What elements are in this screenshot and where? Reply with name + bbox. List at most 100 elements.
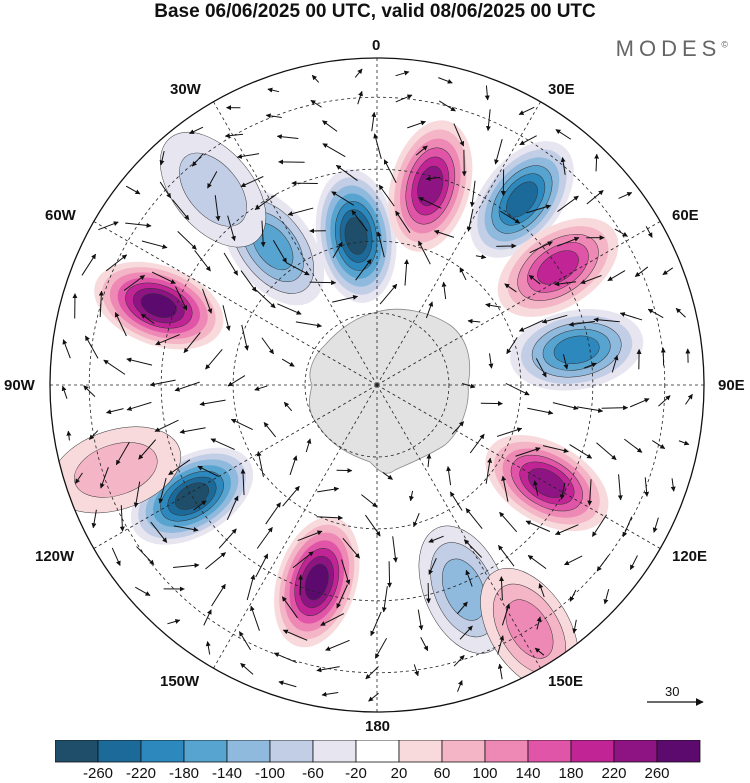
wind-arrow	[538, 583, 545, 598]
colorbar-swatch	[441, 740, 486, 763]
wind-arrow	[498, 545, 515, 567]
wind-arrow	[587, 479, 593, 506]
wind-arrow	[222, 305, 231, 331]
wind-arrow	[106, 408, 124, 415]
wind-arrow	[159, 181, 172, 199]
wind-arrow	[413, 664, 419, 677]
wind-arrow	[418, 240, 431, 265]
wind-arrow	[126, 357, 153, 366]
wind-arrow	[469, 180, 476, 208]
wind-arrow	[418, 197, 442, 209]
wind-arrow	[246, 574, 256, 601]
anomaly-contour	[74, 442, 158, 498]
wind-arrow	[569, 589, 577, 602]
wind-arrow	[310, 99, 322, 108]
wind-arrow	[172, 199, 190, 221]
wind-arrow	[295, 321, 323, 328]
wind-arrow	[230, 418, 253, 431]
anomaly-contour	[140, 293, 177, 318]
wind-arrow	[417, 609, 424, 631]
colorbar-tick-label: 180	[558, 765, 584, 782]
colorbar-swatch	[527, 740, 572, 763]
wind-arrow	[535, 358, 547, 378]
wind-arrow	[91, 509, 97, 529]
wind-arrow	[168, 459, 191, 476]
wind-arrow	[265, 113, 282, 119]
wind-arrow	[99, 467, 109, 489]
wind-arrow	[240, 176, 264, 188]
wind-arrow	[622, 516, 633, 538]
wind-arrow	[114, 312, 127, 337]
wind-arrow	[287, 207, 314, 216]
lon-label-90e: 90E	[718, 377, 745, 394]
wind-arrow	[298, 574, 304, 596]
wind-arrow	[596, 442, 617, 461]
wind-arrow	[591, 514, 608, 537]
lon-label-120w: 120W	[35, 548, 75, 565]
wind-arrow	[125, 222, 152, 228]
wind-arrow	[453, 655, 465, 667]
wind-arrow	[617, 474, 623, 501]
wind-arrow	[272, 239, 287, 264]
wind-arrow	[453, 123, 465, 147]
wind-arrow	[332, 241, 343, 259]
wind-arrow	[488, 353, 494, 369]
reference-vector-label: 30	[665, 684, 680, 699]
wind-arrow	[98, 221, 119, 231]
colorbar-tick-label: 220	[601, 765, 627, 782]
wind-arrow	[191, 153, 204, 167]
wind-arrow	[376, 231, 385, 258]
wind-arrow	[647, 308, 664, 319]
wind-arrow	[75, 472, 83, 484]
colorbar-swatch	[570, 740, 615, 763]
wind-arrow	[496, 243, 517, 249]
wind-arrow	[66, 430, 72, 441]
wind-arrow	[154, 419, 179, 432]
wind-arrow	[354, 68, 363, 78]
wind-arrow	[518, 106, 535, 115]
anomaly-contour	[179, 152, 247, 227]
wind-arrow	[322, 143, 346, 158]
wind-arrow	[210, 438, 235, 451]
wind-arrow	[525, 520, 551, 532]
colorbar-tick-label: 260	[644, 765, 670, 782]
colorbar-swatch	[355, 740, 400, 763]
wind-arrow	[515, 447, 541, 457]
wind-arrow	[321, 691, 339, 697]
wind-arrow	[115, 441, 130, 466]
colorbar-tick-label: -140	[211, 765, 243, 782]
wind-arrow	[119, 505, 125, 532]
wind-arrow	[484, 85, 490, 101]
colorbar-swatch	[312, 740, 357, 763]
wind-arrow	[278, 680, 297, 688]
wind-arrow	[255, 289, 276, 309]
wind-arrow	[485, 302, 501, 308]
wind-arrow	[62, 339, 71, 359]
wind-arrow	[103, 359, 126, 375]
wind-arrow	[662, 267, 674, 276]
positive-anomaly	[485, 435, 609, 532]
anomaly-contour	[417, 165, 444, 207]
lon-label-180: 180	[365, 718, 391, 735]
colorbar-swatch	[183, 740, 228, 763]
wind-arrow	[351, 209, 368, 232]
wind-arrow	[370, 611, 382, 637]
wind-arrow	[475, 254, 487, 260]
wind-arrow	[236, 153, 260, 159]
wind-arrow	[322, 120, 338, 132]
wind-arrow	[629, 398, 650, 408]
wind-arrow	[433, 229, 455, 238]
wind-arrow	[461, 383, 476, 389]
wind-arrow	[224, 133, 244, 139]
wind-arrow	[368, 692, 379, 702]
wind-arrow	[383, 159, 397, 183]
reference-vector-arrow	[647, 698, 704, 706]
wind-arrow	[497, 663, 503, 680]
wind-arrow	[387, 561, 393, 588]
wind-arrow	[555, 129, 572, 140]
colorbar-swatch	[55, 740, 99, 763]
wind-arrow	[518, 319, 544, 332]
wind-arrow	[652, 440, 666, 449]
wind-arrow	[202, 288, 213, 314]
wind-arrow	[527, 555, 547, 570]
